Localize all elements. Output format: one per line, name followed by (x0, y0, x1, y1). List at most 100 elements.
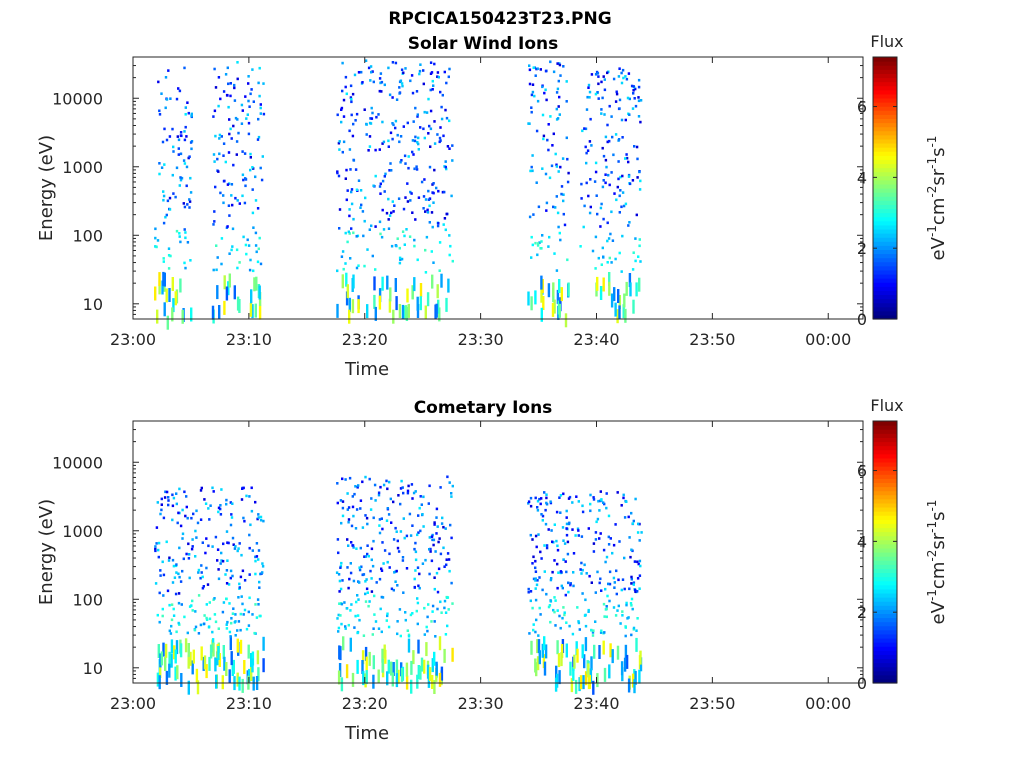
colorbar-segment (873, 425, 897, 430)
flux-cell (167, 254, 171, 257)
flux-cell (540, 288, 543, 303)
flux-cell (355, 188, 359, 192)
flux-cell (636, 577, 640, 580)
flux-cell (543, 661, 547, 676)
flux-cell (183, 130, 186, 133)
flux-cell (628, 536, 631, 539)
spectrogram-cells (154, 59, 643, 330)
flux-cell (250, 486, 253, 490)
flux-cell (423, 178, 426, 181)
flux-cell (180, 673, 183, 687)
flux-cell (254, 175, 257, 179)
flux-cell (572, 584, 575, 588)
flux-cell (370, 558, 373, 562)
flux-cell (171, 127, 174, 131)
flux-cell (627, 160, 630, 164)
flux-cell (534, 534, 538, 538)
y-tick-label: 10 (83, 295, 103, 314)
flux-cell (583, 127, 586, 130)
flux-cell (207, 625, 211, 628)
flux-cell (597, 97, 600, 100)
flux-cell (230, 194, 233, 197)
flux-cell (164, 106, 167, 110)
colorbar-segment (873, 490, 897, 496)
flux-cell (223, 656, 226, 671)
flux-cell (175, 492, 178, 495)
flux-cell (181, 537, 184, 540)
flux-cell (566, 180, 570, 184)
flux-cell (433, 620, 436, 623)
colorbar-segment (873, 609, 897, 614)
flux-cell (448, 569, 451, 573)
flux-cell (396, 584, 399, 587)
colorbar-tick-label: 0 (857, 674, 867, 693)
flux-cell (381, 120, 384, 124)
flux-cell (543, 570, 546, 573)
flux-cell (233, 83, 236, 87)
flux-cell (542, 296, 545, 310)
flux-cell (566, 157, 569, 161)
flux-cell (249, 302, 253, 317)
flux-cell (348, 214, 351, 218)
flux-cell (162, 271, 165, 286)
flux-cell (448, 253, 451, 257)
flux-cell (590, 73, 594, 76)
flux-cell (216, 256, 219, 259)
flux-cell (240, 595, 243, 598)
flux-cell (414, 569, 417, 572)
flux-cell (257, 549, 261, 552)
flux-cell (600, 263, 603, 266)
flux-cell (417, 142, 420, 146)
flux-cell (416, 115, 419, 118)
flux-cell (621, 174, 624, 178)
flux-cell (627, 175, 631, 178)
flux-cell (428, 165, 432, 169)
flux-cell (337, 613, 340, 617)
flux-cell (179, 131, 183, 134)
flux-cell (358, 618, 361, 622)
flux-cell (410, 74, 414, 77)
flux-cell (380, 567, 383, 571)
flux-cell (547, 605, 551, 609)
flux-cell (596, 570, 599, 574)
flux-cell (187, 111, 190, 115)
flux-cell (257, 81, 260, 85)
flux-cell (634, 670, 637, 685)
flux-cell (560, 584, 563, 588)
flux-cell (620, 661, 624, 676)
flux-cell (412, 491, 416, 495)
flux-cell (404, 305, 408, 320)
flux-cell (443, 70, 446, 74)
flux-cell (222, 601, 226, 604)
flux-cell (409, 199, 412, 202)
flux-cell (425, 642, 428, 657)
flux-cell (199, 489, 203, 492)
flux-cell (177, 592, 181, 595)
flux-cell (594, 235, 598, 239)
flux-cell (344, 627, 347, 630)
flux-cell (557, 105, 560, 108)
flux-cell (603, 667, 607, 682)
flux-cell (430, 620, 433, 623)
flux-cell (154, 549, 157, 553)
flux-cell (602, 602, 606, 606)
colorbar-segment (873, 629, 897, 635)
flux-cell (368, 477, 371, 481)
flux-cell (259, 572, 262, 576)
colorbar-segment (873, 658, 897, 664)
flux-cell (555, 510, 559, 514)
flux-cell (430, 250, 433, 253)
flux-cell (347, 518, 351, 521)
flux-cell (194, 555, 197, 558)
flux-cell (600, 202, 603, 206)
flux-cell (539, 247, 542, 250)
colorbar-segment (873, 592, 897, 598)
flux-cell (230, 617, 233, 620)
flux-cell (368, 121, 372, 125)
flux-cell (251, 188, 254, 191)
colorbar-segment (873, 249, 897, 255)
flux-cell (363, 219, 366, 223)
flux-cell (159, 512, 162, 516)
flux-cell (612, 576, 616, 580)
flux-cell (374, 499, 377, 502)
